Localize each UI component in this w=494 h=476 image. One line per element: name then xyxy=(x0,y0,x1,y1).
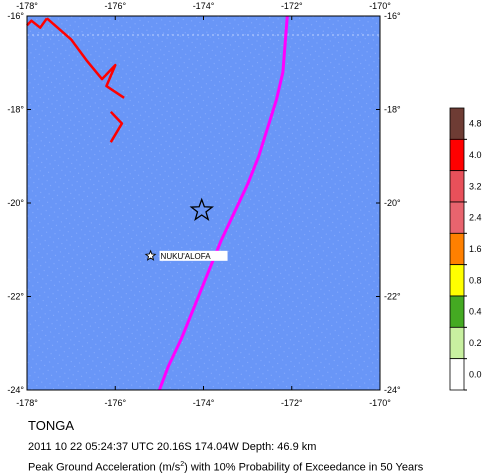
legend-swatch xyxy=(449,232,465,266)
city-label: NUKU'ALOFA xyxy=(161,252,212,261)
lat-label-right: -24° xyxy=(384,385,401,395)
star-icon xyxy=(144,249,157,261)
lon-label-bottom: -178° xyxy=(16,398,38,408)
pga-description: Peak Ground Acceleration (m/s2) with 10%… xyxy=(28,461,423,474)
lon-label-top: -174° xyxy=(193,1,215,11)
legend-swatch xyxy=(449,201,465,234)
legend-label: 0.2 xyxy=(469,338,482,348)
fault-line-2 xyxy=(109,110,124,143)
pga-suffix: ) with 10% Probability of Exceedance in … xyxy=(184,461,424,474)
axis-ticks: -178° -178° -176° -176° -174° -174° -172° -172°… xyxy=(7,1,401,408)
legend-swatch xyxy=(449,107,465,140)
legend-swatch xyxy=(449,326,465,360)
lat-label-right: -20° xyxy=(384,198,401,208)
lon-label-top: -178° xyxy=(16,1,38,11)
city-label-bg xyxy=(159,250,228,261)
legend-label: 4.8 xyxy=(469,119,482,129)
legend-label: 0.8 xyxy=(469,275,482,285)
legend-label: 1.6 xyxy=(469,244,482,254)
legend-label: 0.4 xyxy=(469,307,482,317)
fault-line-0 xyxy=(26,17,48,29)
pga-sup: 2 xyxy=(180,461,185,468)
lat-label-right: -18° xyxy=(384,105,401,115)
legend-swatch xyxy=(449,264,465,297)
lat-label-left: -22° xyxy=(7,292,24,302)
lat-label-right: -16° xyxy=(384,11,401,21)
lon-label-top: -176° xyxy=(104,1,126,11)
trench-line xyxy=(157,15,289,391)
fault-line-1 xyxy=(46,17,125,99)
lat-label-right: -22° xyxy=(384,292,401,302)
city-marker: NUKU'ALOFA xyxy=(144,249,228,261)
lat-label-left: -20° xyxy=(7,198,24,208)
lon-label-bottom: -176° xyxy=(104,398,126,408)
region-title: TONGA xyxy=(28,418,74,433)
pga-prefix: Peak Ground Acceleration (m/s xyxy=(28,461,181,474)
legend-swatch xyxy=(449,170,465,203)
legend-swatch xyxy=(449,138,465,172)
legend-swatch xyxy=(449,295,465,328)
lon-label-bottom: -170° xyxy=(369,398,391,408)
fault-lines xyxy=(26,17,125,143)
lon-label-top: -172° xyxy=(281,1,303,11)
legend-label: 0.0 xyxy=(469,369,482,379)
legend-label: 4.0 xyxy=(469,150,482,160)
lat-label-left: -24° xyxy=(7,385,24,395)
legend-label: 3.2 xyxy=(469,181,482,191)
event-info: 2011 10 22 05:24:37 UTC 20.16S 174.04W D… xyxy=(28,441,317,453)
legend-swatch xyxy=(449,358,465,391)
lon-label-bottom: -174° xyxy=(193,398,215,408)
star-icon xyxy=(189,197,215,221)
lon-label-top: -170° xyxy=(369,1,391,11)
map-frame: -178° -178° -176° -176° -174° -174° -172° -172°… xyxy=(7,1,401,408)
legend-label: 2.4 xyxy=(469,213,482,223)
lat-label-left: -18° xyxy=(7,105,24,115)
epicenter-marker xyxy=(189,197,215,221)
color-legend: 4.8 4.0 3.2 2.4 1.6 0.8 0.4 0.2 0.0 xyxy=(449,107,482,391)
lon-label-bottom: -172° xyxy=(281,398,303,408)
lat-label-left: -16° xyxy=(7,11,24,21)
